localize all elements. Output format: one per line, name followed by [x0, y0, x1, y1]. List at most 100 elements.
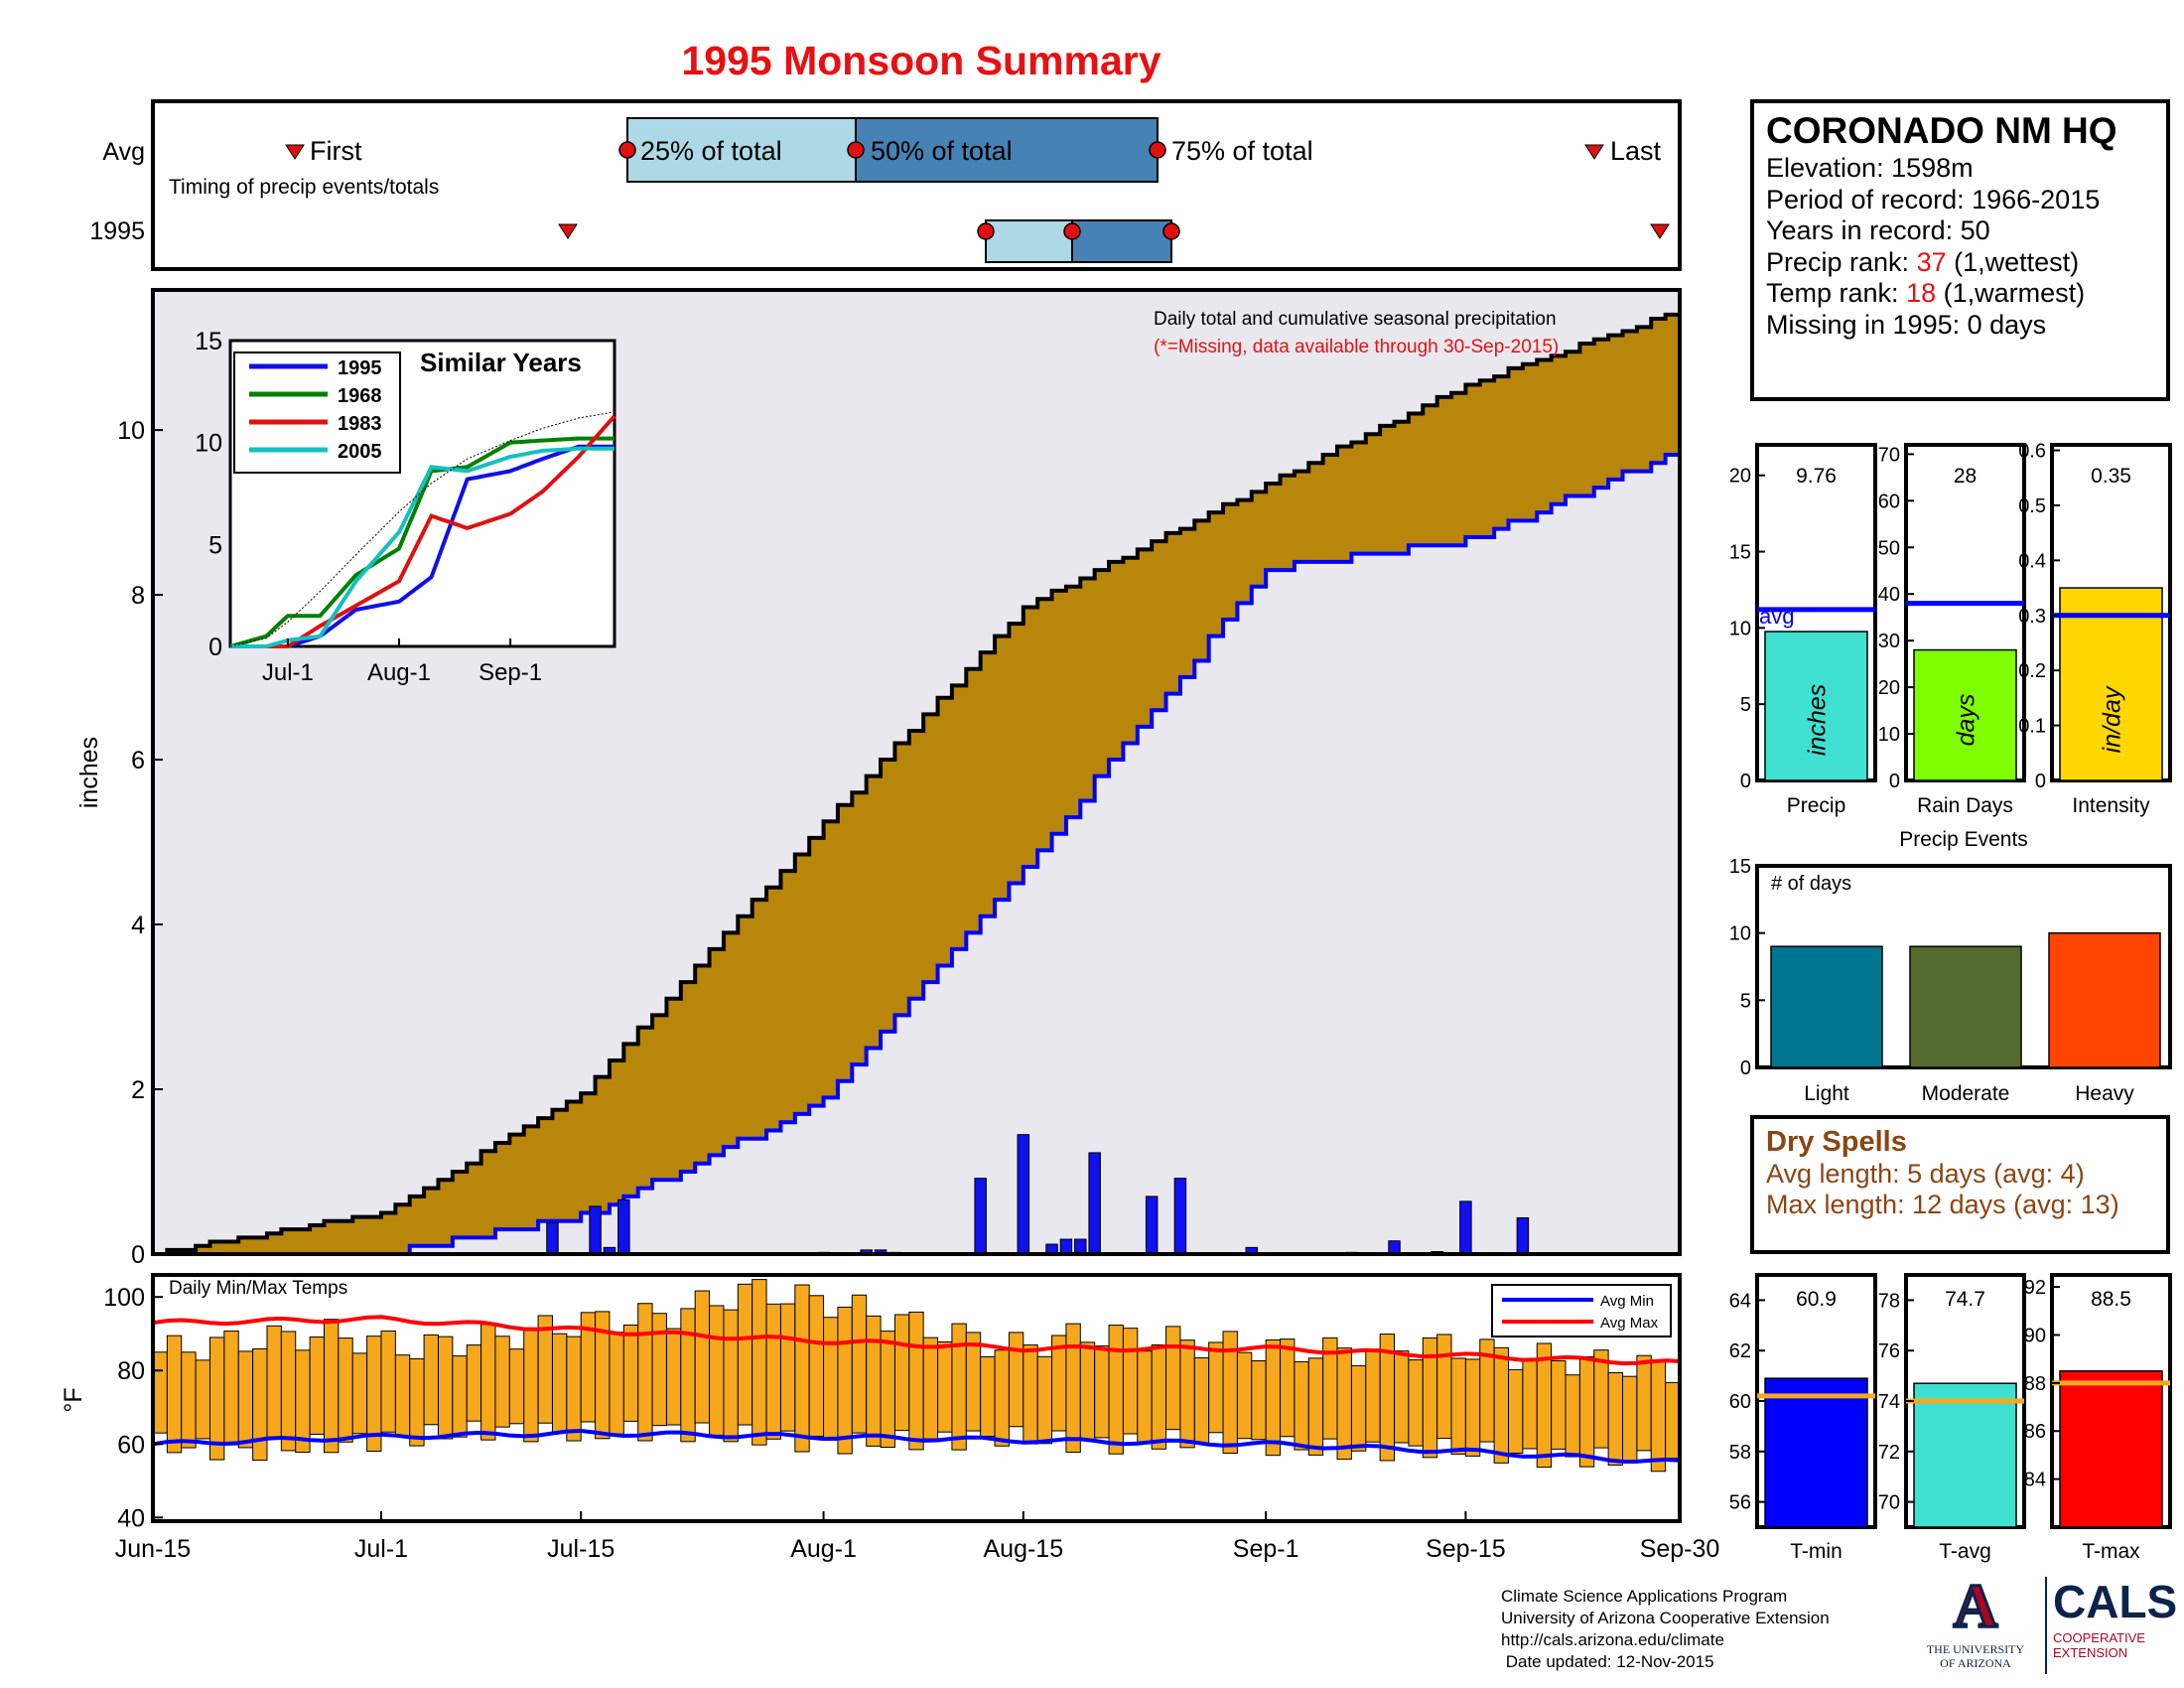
inset-x-tick-label: Aug-1 — [367, 659, 431, 686]
daily-temp-bar — [1479, 1338, 1495, 1443]
daily-temp-bar — [338, 1337, 353, 1443]
stat-tick-label: 40 — [1878, 584, 1900, 606]
daily-temp-bar — [1151, 1343, 1167, 1450]
y1995-p50-marker — [1063, 222, 1081, 240]
daily-precip-bar — [1431, 1251, 1443, 1255]
daily-precip-bar — [617, 1198, 630, 1255]
temp-stat-tick-label: 64 — [1729, 1290, 1751, 1312]
daily-temp-bar — [651, 1313, 667, 1427]
station-name: CORONADO NM HQ — [1766, 110, 2117, 151]
precip-event-label: Light — [1804, 1082, 1849, 1105]
daily-temp-bar — [394, 1354, 411, 1437]
daily-temp-bar — [1593, 1349, 1609, 1449]
daily-temp-bar — [237, 1350, 254, 1449]
daily-temp-bar — [494, 1336, 510, 1428]
daily-precip-bar — [589, 1205, 602, 1255]
avg-min-line — [152, 1428, 1681, 1465]
temp-stat-tick-label: 74 — [1878, 1391, 1900, 1413]
similar-years-title: Similar Years — [420, 348, 582, 377]
daily-temp-bar — [1493, 1346, 1510, 1464]
daily-temp-bar — [779, 1303, 796, 1432]
daily-temp-bar — [280, 1331, 297, 1452]
precip-events-panel — [1755, 864, 2172, 1069]
avg-max-line — [152, 1315, 1681, 1366]
daily-temp-bar — [1394, 1350, 1410, 1444]
temp-y-axis-label: °F — [60, 1387, 87, 1412]
daily-temp-bar — [794, 1284, 810, 1453]
temp-stat-tick-label: 58 — [1729, 1442, 1751, 1464]
stat-unit: inches — [1804, 684, 1832, 756]
stat-tick-label: 10 — [1878, 724, 1900, 746]
inset-x-tick-label: Jul-1 — [262, 659, 314, 686]
daily-precip-bar — [1074, 1238, 1087, 1255]
station-line-label: Elevation: — [1766, 153, 1892, 183]
daily-temp-bar — [423, 1334, 439, 1426]
avg-p50-marker — [847, 141, 865, 159]
daily-temp-bar — [1008, 1332, 1024, 1428]
daily-temp-bar — [1236, 1351, 1253, 1440]
daily-temp-bar — [551, 1333, 568, 1433]
daily-temp-bar — [837, 1306, 853, 1455]
daily-temp-bar — [1422, 1336, 1438, 1459]
cals-logo: CALS COOPERATIVE EXTENSION — [2053, 1576, 2178, 1678]
legend-entry: 1995 — [338, 357, 382, 379]
daily-temp-bar — [866, 1315, 882, 1447]
daily-precip-bar — [1173, 1178, 1187, 1255]
similar-years-inset — [228, 339, 616, 648]
stat-unit: days — [1953, 694, 1980, 747]
daily-temp-bar — [1551, 1359, 1567, 1450]
temp-stat-tick-label: 78 — [1878, 1290, 1900, 1312]
daily-temp-bar — [1536, 1342, 1553, 1469]
main-note: Daily total and cumulative seasonal prec… — [1154, 309, 1557, 330]
daily-temp-bar — [994, 1349, 1010, 1447]
daily-temp-bar — [1379, 1334, 1396, 1462]
daily-temp-bar — [1294, 1360, 1309, 1451]
daily-temp-bar — [609, 1332, 624, 1435]
legend-entry: 1968 — [338, 385, 382, 407]
stat-tick-label: 60 — [1878, 491, 1900, 512]
precip-event-bar-heavy — [2048, 931, 2161, 1068]
station-line: Period of record: 1966-2015 — [1766, 185, 2154, 216]
daily-temp-bar — [166, 1335, 183, 1454]
events-tick-label: 5 — [1740, 990, 1751, 1012]
dry-spells-box: Dry Spells Avg length: 5 days (avg: 4) M… — [1750, 1115, 2170, 1254]
x-tick-label: Sep-15 — [1426, 1535, 1506, 1563]
temp-stat-tick-label: 88 — [2024, 1373, 2046, 1395]
daily-temp-bar — [595, 1311, 611, 1440]
temp-stat-tick-label: 92 — [2024, 1277, 2046, 1299]
x-tick-label: Aug-1 — [790, 1535, 857, 1563]
daily-precip-bar — [1345, 1251, 1358, 1255]
events-tick-label: 15 — [1729, 856, 1751, 878]
station-line-label: Missing in 1995: — [1766, 309, 1968, 340]
temp-chart-title: Daily Min/Max Temps — [169, 1278, 347, 1299]
temp-stat-value: 60.9 — [1796, 1288, 1837, 1311]
avg-last-label: Last — [1610, 136, 1662, 166]
station-line-label: Temp rank: — [1766, 278, 1907, 308]
daily-temp-bar — [1336, 1347, 1352, 1461]
precip-event-label: Moderate — [1922, 1082, 2010, 1105]
p25-label: 25% of total — [640, 136, 782, 166]
daily-temp-bar — [880, 1331, 895, 1449]
temp-stat-label: T-max — [2082, 1540, 2140, 1563]
precip-event-label: Heavy — [2075, 1082, 2134, 1105]
cals-wordmark: CALS — [2053, 1576, 2178, 1627]
daily-temp-bar — [1636, 1354, 1652, 1452]
legend-avg-max: Avg Max — [1600, 1315, 1659, 1332]
inset-x-tick-label: Sep-1 — [478, 659, 542, 686]
p50-label: 50% of total — [871, 136, 1013, 166]
daily-temp-bar — [1280, 1338, 1296, 1438]
temp-stat-tick-label: 86 — [2024, 1421, 2046, 1443]
stat-tick-label: 0.5 — [2018, 495, 2046, 517]
station-line-label: Years in record: — [1766, 215, 1961, 245]
stat-tick-label: 0.1 — [2018, 716, 2046, 738]
avg-p25-marker — [618, 141, 636, 159]
y1995-first-marker — [558, 223, 578, 239]
stat-tick-label: 0.6 — [2018, 441, 2046, 463]
daily-temp-bar — [823, 1317, 839, 1441]
x-tick-label: Jun-15 — [115, 1535, 191, 1563]
daily-temp-bar — [1222, 1331, 1238, 1454]
daily-precip-bar — [1017, 1134, 1030, 1255]
stat-tick-label: 0 — [1889, 771, 1900, 792]
avg-first-marker — [285, 144, 305, 160]
avg-box-25-50 — [626, 117, 857, 183]
